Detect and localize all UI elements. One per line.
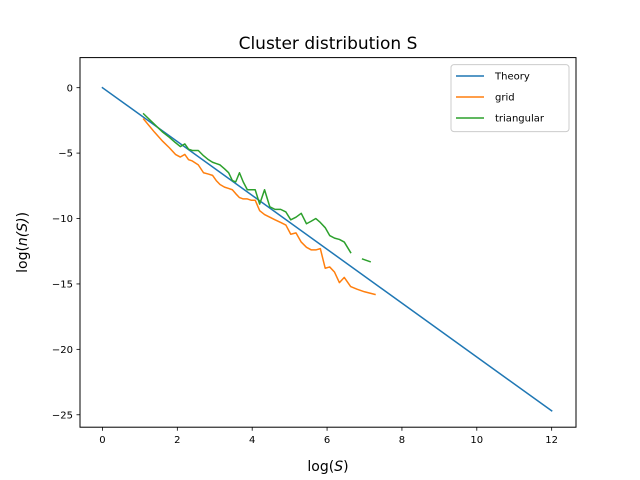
x-axis-title-variable: S (334, 459, 343, 475)
x-axis-title: log(S) (307, 459, 348, 475)
x-tick-label: 12 (545, 435, 558, 446)
y-tick-label: 0 (67, 83, 73, 94)
y-tick-label: −15 (52, 280, 73, 291)
plot-area-frame (79, 57, 577, 428)
x-tick-label: 4 (249, 435, 255, 446)
series-line-theory (101, 86, 553, 412)
x-axis: 0 2 4 6 8 10 12 (99, 427, 558, 446)
y-axis-title-prefix: log( (15, 246, 31, 273)
x-tick-label: 8 (399, 435, 405, 446)
y-axis-title-suffix: ) (15, 212, 31, 217)
series-line-triangular (142, 112, 352, 254)
x-tick-label: 10 (470, 435, 483, 446)
chart-title: Cluster distribution S (239, 34, 418, 54)
series-line-grid (142, 118, 376, 296)
legend-label-triangular: triangular (495, 114, 545, 125)
y-axis-title: log(n(S)) (15, 212, 31, 273)
y-tick-label: −25 (52, 410, 73, 421)
x-tick-label: 0 (99, 435, 105, 446)
y-axis: 0 −5 −10 −15 −20 −25 (52, 83, 80, 421)
legend: Theory grid triangular (450, 64, 570, 133)
x-axis-title-prefix: log( (307, 459, 334, 475)
series-line-triangular (361, 258, 372, 263)
legend-box (450, 64, 570, 133)
x-tick-label: 2 (174, 435, 180, 446)
x-axis-title-suffix: ) (343, 459, 348, 475)
legend-label-theory: Theory (494, 72, 530, 83)
y-tick-label: −20 (52, 345, 73, 356)
y-axis-title-variable: n(S) (15, 217, 31, 246)
y-tick-label: −5 (58, 149, 73, 160)
y-tick-label: −10 (52, 214, 73, 225)
legend-label-grid: grid (495, 93, 515, 104)
x-tick-label: 6 (324, 435, 330, 446)
series-layer (101, 86, 553, 412)
